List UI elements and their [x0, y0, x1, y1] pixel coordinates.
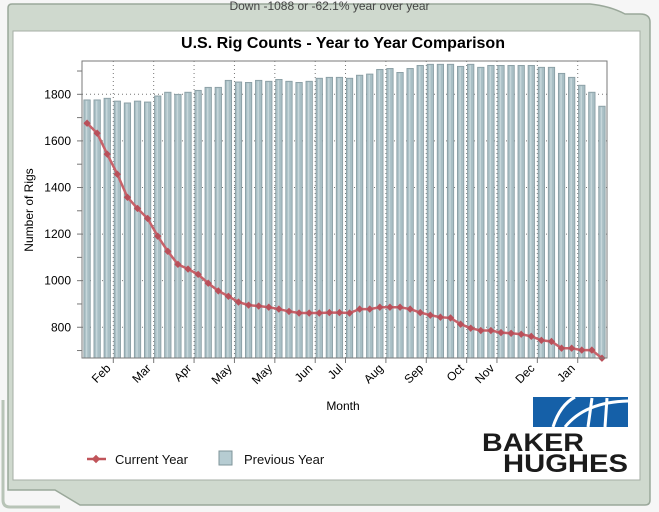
x-tick-label: Oct — [444, 361, 468, 385]
line-point — [366, 305, 374, 313]
current-year-line — [83, 119, 606, 362]
line-point — [295, 309, 303, 317]
baker-hughes-logo: BAKER HUGHES — [482, 395, 629, 478]
line-point — [547, 337, 556, 346]
line-point — [244, 301, 253, 309]
line-point — [588, 346, 596, 354]
line-point — [275, 305, 283, 313]
y-tick-label: 1400 — [44, 180, 71, 194]
line-point — [567, 344, 576, 352]
line-point — [355, 305, 364, 313]
y-tick-label: 1200 — [44, 227, 71, 241]
line-point — [537, 336, 546, 344]
x-tick-label: May — [249, 361, 275, 387]
x-axis: Feb Mar Apr May May Jun Jul Aug Sep Oct Nov Dec Jan — [89, 358, 579, 387]
line-point — [578, 346, 586, 354]
line-point — [123, 193, 132, 201]
x-tick-label: Apr — [171, 361, 194, 384]
line-point — [345, 309, 354, 317]
line-point — [426, 311, 434, 319]
line-point — [386, 303, 394, 311]
svg-text:HUGHES: HUGHES — [503, 450, 628, 478]
line-point — [446, 314, 455, 322]
y-tick-label: 800 — [51, 320, 71, 334]
line-point — [214, 287, 222, 295]
y-axis-label: Number of Rigs — [22, 168, 36, 251]
svg-text:BAKER: BAKER — [482, 429, 584, 457]
legend: Current Year Previous Year — [87, 450, 325, 467]
line-point — [255, 302, 263, 310]
line-point — [305, 309, 313, 317]
line-point — [467, 324, 475, 332]
line-point — [164, 247, 172, 255]
x-axis-label: Month — [326, 399, 359, 413]
grid — [82, 61, 607, 358]
line-point — [497, 328, 505, 337]
line-point — [154, 232, 162, 240]
line-point — [477, 326, 485, 335]
chart-title: U.S. Rig Counts - Year to Year Compariso… — [181, 35, 505, 52]
x-tick-label: Jan — [554, 361, 578, 385]
line-point — [194, 270, 202, 279]
diamond-marker-icon — [91, 454, 101, 464]
plot-border — [81, 60, 608, 359]
line-point — [396, 303, 404, 311]
x-tick-label: Mar — [129, 361, 154, 386]
x-tick-label: Sep — [401, 361, 426, 386]
line-point — [376, 303, 384, 311]
line-point — [517, 330, 525, 338]
line-point — [285, 307, 293, 316]
line-point — [557, 344, 566, 352]
legend-item-current-year[interactable]: Current Year — [87, 452, 189, 467]
x-tick-label: Aug — [361, 361, 386, 386]
line-point — [416, 308, 424, 317]
line-point — [325, 308, 334, 317]
y-tick-label: 1600 — [44, 134, 71, 148]
x-tick-label: May — [209, 361, 235, 387]
header-note: Down -1088 or -62.1% year over year — [229, 0, 430, 13]
line-point — [113, 170, 122, 178]
line-point — [234, 298, 243, 306]
line-point — [315, 309, 323, 317]
line-point — [335, 308, 344, 317]
x-tick-label: Feb — [89, 361, 114, 386]
x-tick-label: Jul — [325, 361, 346, 382]
line-point — [265, 303, 273, 311]
y-axis: 800 1000 1200 1400 1600 1800 — [44, 70, 82, 352]
x-tick-label: Nov — [472, 361, 497, 386]
legend-label: Previous Year — [244, 452, 325, 467]
legend-item-previous-year[interactable]: Previous Year — [218, 450, 325, 467]
bar-swatch-icon — [218, 450, 233, 466]
line-point — [184, 265, 192, 273]
line-point — [204, 279, 212, 287]
line-point — [436, 313, 445, 321]
y-tick-label: 1800 — [44, 87, 71, 101]
line-point — [224, 292, 233, 300]
legend-label: Current Year — [115, 452, 189, 467]
line-point — [527, 332, 535, 341]
y-tick-label: 1000 — [44, 274, 71, 288]
line-point — [487, 326, 495, 335]
line-point — [406, 305, 414, 313]
line-point — [456, 320, 465, 328]
x-tick-label: Jun — [292, 361, 316, 385]
current-year-polyline — [86, 122, 603, 360]
x-tick-label: Dec — [512, 361, 537, 386]
